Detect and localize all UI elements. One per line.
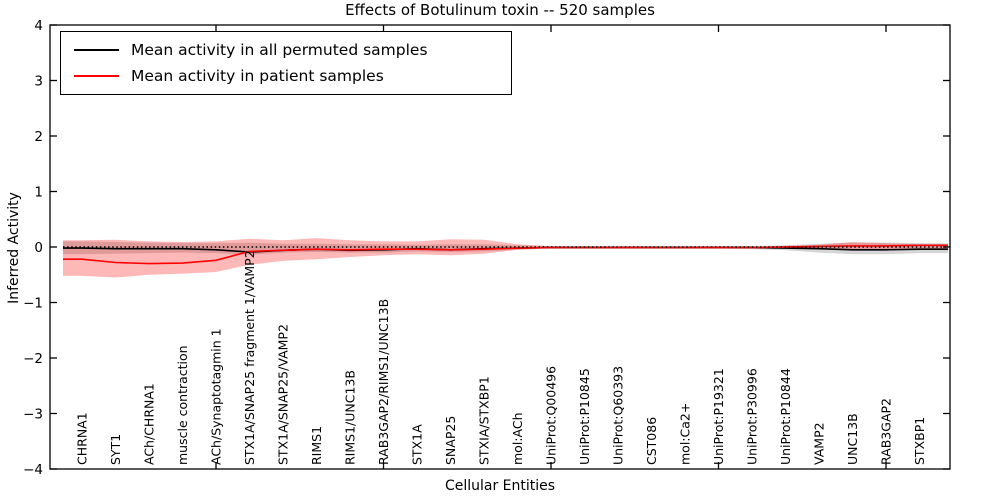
legend-line-sample-black [74, 48, 119, 51]
x-category-label: mol:Ca2+ [678, 403, 693, 465]
x-category-label: mol:ACh [510, 413, 525, 466]
x-category-label: CST086 [644, 417, 659, 465]
x-category-label: ACh/CHRNA1 [142, 383, 157, 465]
y-tick-label: 2 [34, 129, 43, 145]
x-category-label: UNC13B [845, 413, 860, 465]
x-category-label: UniProt:P10844 [778, 368, 793, 465]
y-tick-label: −1 [23, 296, 43, 312]
y-tick-label: −3 [23, 407, 43, 423]
legend-label: Mean activity in patient samples [131, 67, 384, 86]
legend-entry-patient: Mean activity in patient samples [61, 67, 511, 85]
y-tick-label: 3 [34, 74, 43, 90]
x-category-label: CHRNA1 [75, 412, 90, 465]
legend-line-sample-red [74, 75, 119, 78]
x-category-label: VAMP2 [812, 422, 827, 465]
y-tick-label: 0 [34, 240, 43, 256]
y-axis-title: Inferred Activity [6, 192, 22, 304]
x-category-label: STX1A [410, 424, 425, 465]
x-category-label: ACh/Synaptotagmin 1 [209, 328, 224, 465]
x-category-label: STX1A/SNAP25 fragment 1/VAMP2 [242, 250, 257, 465]
x-category-label: UniProt:P19321 [711, 368, 726, 465]
y-tick-label: −4 [23, 462, 43, 478]
legend-entry-permuted: Mean activity in all permuted samples [61, 41, 511, 59]
x-category-label: STXIA/STXBP1 [477, 376, 492, 465]
x-category-label: SYT1 [108, 434, 123, 465]
x-category-label: RAB3GAP2/RIMS1/UNC13B [376, 299, 391, 465]
x-category-label: STX1A/SNAP25/VAMP2 [276, 324, 291, 465]
legend-label: Mean activity in all permuted samples [131, 40, 428, 59]
x-category-label: STXBP1 [912, 417, 927, 465]
x-category-label: muscle contraction [175, 345, 190, 465]
y-tick-label: 1 [34, 185, 43, 201]
legend: Mean activity in all permuted samples Me… [60, 31, 512, 95]
x-axis-title: Cellular Entities [444, 478, 556, 494]
chart-title: Effects of Botulinum toxin -- 520 sample… [345, 1, 655, 19]
x-category-label: UniProt:Q00496 [544, 366, 559, 465]
x-category-label: UniProt:P10845 [577, 368, 592, 465]
x-category-label: UniProt:Q60393 [611, 366, 626, 465]
x-category-label: SNAP25 [443, 416, 458, 465]
x-category-label: UniProt:P30996 [745, 368, 760, 465]
x-category-label: RAB3GAP2 [879, 398, 894, 465]
y-tick-label: −2 [23, 351, 43, 367]
x-category-label: RIMS1 [309, 426, 324, 465]
y-tick-label: 4 [34, 18, 43, 34]
x-category-label: RIMS1/UNC13B [343, 370, 358, 465]
